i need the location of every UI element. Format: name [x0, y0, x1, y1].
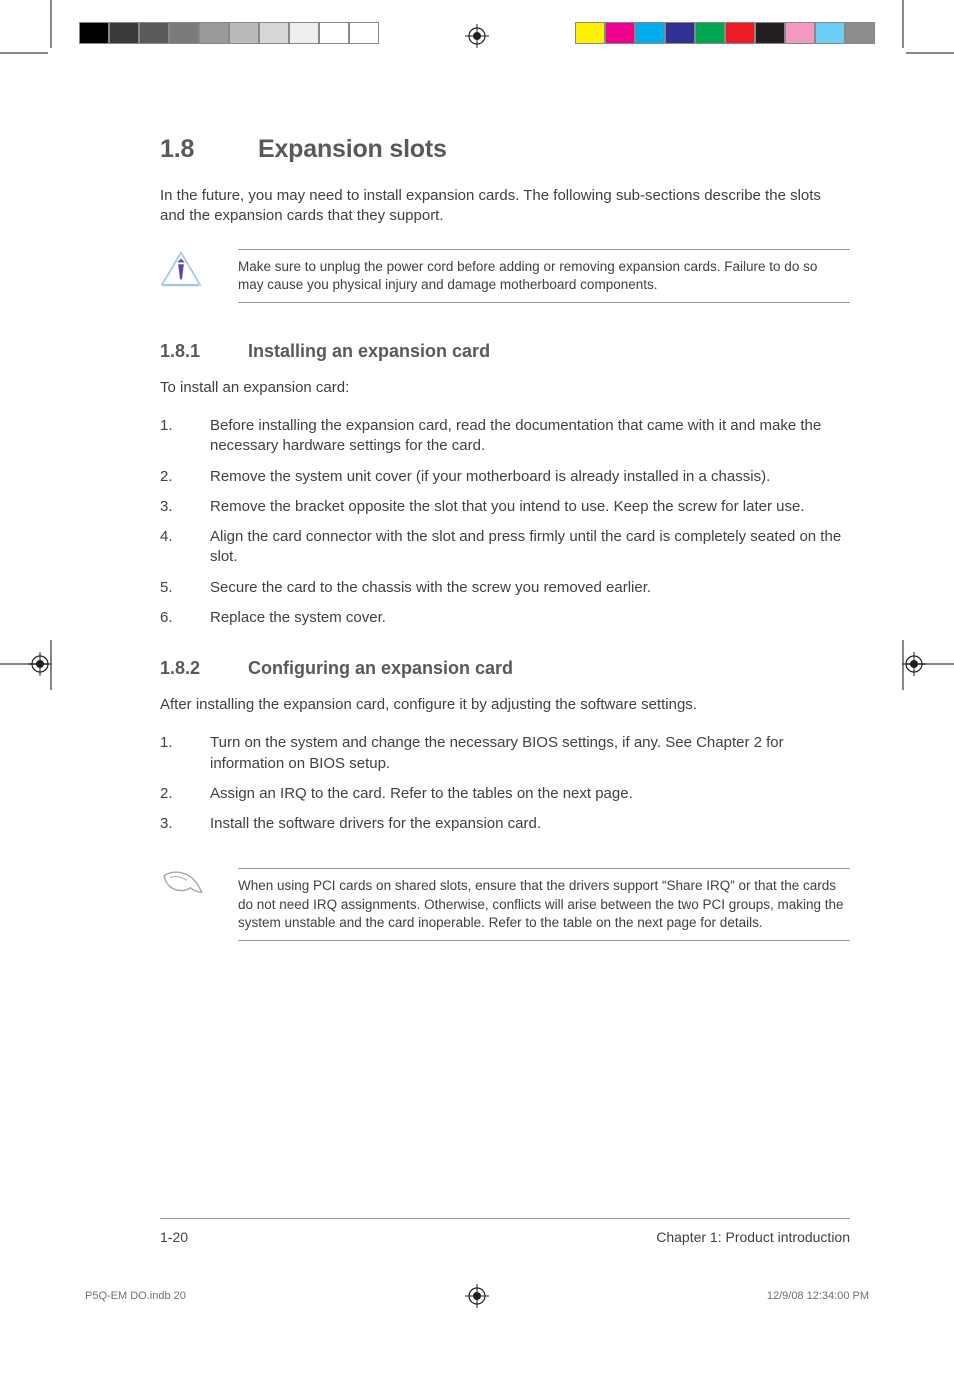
- swatch: [319, 22, 349, 44]
- crop-mark: [0, 52, 48, 54]
- step-number: 3.: [160, 814, 210, 834]
- step-item: 1.Before installing the expansion card, …: [160, 416, 850, 457]
- swatch: [349, 22, 379, 44]
- swatch: [845, 22, 875, 44]
- swatch: [725, 22, 755, 44]
- step-number: 2.: [160, 784, 210, 804]
- swatch: [259, 22, 289, 44]
- note-text: When using PCI cards on shared slots, en…: [238, 868, 850, 941]
- swatch: [695, 22, 725, 44]
- step-number: 4.: [160, 527, 210, 568]
- swatch: [665, 22, 695, 44]
- step-item: 2.Remove the system unit cover (if your …: [160, 467, 850, 487]
- swatch: [109, 22, 139, 44]
- step-text: Remove the bracket opposite the slot tha…: [210, 497, 850, 517]
- step-item: 1.Turn on the system and change the nece…: [160, 733, 850, 774]
- swatch: [169, 22, 199, 44]
- step-text: Before installing the expansion card, re…: [210, 416, 850, 457]
- color-bar-grayscale: [79, 22, 379, 44]
- registration-mark-icon: [465, 24, 489, 48]
- slug-timestamp: 12/9/08 12:34:00 PM: [767, 1290, 869, 1302]
- step-number: 2.: [160, 467, 210, 487]
- page-content: 1.8Expansion slots In the future, you ma…: [160, 135, 850, 979]
- swatch: [785, 22, 815, 44]
- print-slug: P5Q-EM DO.indb 20 12/9/08 12:34:00 PM: [85, 1290, 869, 1302]
- step-number: 3.: [160, 497, 210, 517]
- step-item: 2.Assign an IRQ to the card. Refer to th…: [160, 784, 850, 804]
- swatch: [79, 22, 109, 44]
- step-text: Install the software drivers for the exp…: [210, 814, 850, 834]
- step-text: Secure the card to the chassis with the …: [210, 578, 850, 598]
- step-item: 3.Remove the bracket opposite the slot t…: [160, 497, 850, 517]
- swatch: [755, 22, 785, 44]
- subsection-lead: After installing the expansion card, con…: [160, 695, 850, 715]
- step-number: 1.: [160, 733, 210, 774]
- step-number: 1.: [160, 416, 210, 457]
- crop-mark: [50, 0, 52, 48]
- step-text: Replace the system cover.: [210, 608, 850, 628]
- subsection-title: Installing an expansion card: [248, 341, 490, 361]
- subsection-heading: 1.8.1Installing an expansion card: [160, 341, 850, 362]
- step-text: Turn on the system and change the necess…: [210, 733, 850, 774]
- crop-mark: [902, 0, 904, 48]
- swatch: [139, 22, 169, 44]
- step-item: 5.Secure the card to the chassis with th…: [160, 578, 850, 598]
- step-text: Assign an IRQ to the card. Refer to the …: [210, 784, 850, 804]
- warning-callout: Make sure to unplug the power cord befor…: [160, 249, 850, 303]
- swatch: [815, 22, 845, 44]
- step-text: Align the card connector with the slot a…: [210, 527, 850, 568]
- step-number: 6.: [160, 608, 210, 628]
- subsection-title: Configuring an expansion card: [248, 658, 513, 678]
- swatch: [199, 22, 229, 44]
- chapter-label: Chapter 1: Product introduction: [656, 1229, 850, 1245]
- note-callout: When using PCI cards on shared slots, en…: [160, 868, 850, 941]
- subsection-heading: 1.8.2Configuring an expansion card: [160, 658, 850, 679]
- slug-file: P5Q-EM DO.indb 20: [85, 1290, 186, 1302]
- registration-mark-icon: [28, 652, 52, 676]
- steps-list: 1.Turn on the system and change the nece…: [160, 733, 850, 834]
- swatch: [575, 22, 605, 44]
- subsection-lead: To install an expansion card:: [160, 378, 850, 398]
- steps-list: 1.Before installing the expansion card, …: [160, 416, 850, 628]
- crop-mark: [906, 52, 954, 54]
- step-item: 3.Install the software drivers for the e…: [160, 814, 850, 834]
- swatch: [635, 22, 665, 44]
- registration-mark-icon: [902, 652, 926, 676]
- section-intro: In the future, you may need to install e…: [160, 186, 850, 227]
- section-number: 1.8: [160, 135, 258, 164]
- step-number: 5.: [160, 578, 210, 598]
- color-bar-colors: [575, 22, 875, 44]
- step-item: 6.Replace the system cover.: [160, 608, 850, 628]
- section-heading: 1.8Expansion slots: [160, 135, 850, 164]
- warning-icon: [160, 251, 202, 287]
- subsection-number: 1.8.1: [160, 341, 248, 362]
- note-icon: [160, 870, 204, 898]
- warning-text: Make sure to unplug the power cord befor…: [238, 249, 850, 303]
- section-title-text: Expansion slots: [258, 135, 447, 163]
- step-item: 4.Align the card connector with the slot…: [160, 527, 850, 568]
- page-footer: 1-20 Chapter 1: Product introduction: [160, 1218, 850, 1245]
- step-text: Remove the system unit cover (if your mo…: [210, 467, 850, 487]
- swatch: [605, 22, 635, 44]
- swatch: [289, 22, 319, 44]
- swatch: [229, 22, 259, 44]
- page-number: 1-20: [160, 1229, 188, 1245]
- subsection-number: 1.8.2: [160, 658, 248, 679]
